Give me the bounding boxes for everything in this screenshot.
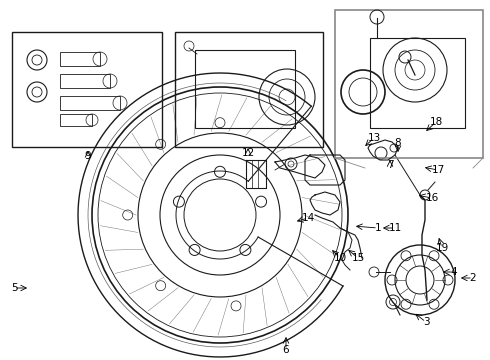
- Text: 3: 3: [423, 317, 429, 327]
- Text: 12: 12: [242, 148, 255, 158]
- Bar: [60, 96, 120, 110]
- Text: 5: 5: [11, 283, 17, 293]
- Bar: [60, 114, 92, 126]
- Bar: [12, 32, 162, 147]
- Bar: [370, 38, 465, 128]
- Text: 1: 1: [375, 223, 381, 233]
- Text: 7: 7: [387, 160, 393, 170]
- Text: 2: 2: [470, 273, 476, 283]
- Text: 4: 4: [451, 267, 457, 277]
- Bar: [195, 50, 295, 128]
- Bar: [60, 74, 110, 88]
- Text: 15: 15: [351, 253, 365, 263]
- Bar: [60, 52, 100, 66]
- Text: 6: 6: [283, 345, 289, 355]
- Text: 18: 18: [429, 117, 442, 127]
- Text: 9: 9: [85, 151, 91, 161]
- Text: 8: 8: [394, 138, 401, 148]
- Text: 13: 13: [368, 133, 381, 143]
- Bar: [335, 10, 483, 158]
- Text: 19: 19: [436, 243, 449, 253]
- Text: 11: 11: [389, 223, 402, 233]
- Text: 14: 14: [301, 213, 315, 223]
- Bar: [175, 32, 323, 147]
- Text: 10: 10: [333, 253, 346, 263]
- Text: 16: 16: [425, 193, 439, 203]
- Text: 17: 17: [431, 165, 444, 175]
